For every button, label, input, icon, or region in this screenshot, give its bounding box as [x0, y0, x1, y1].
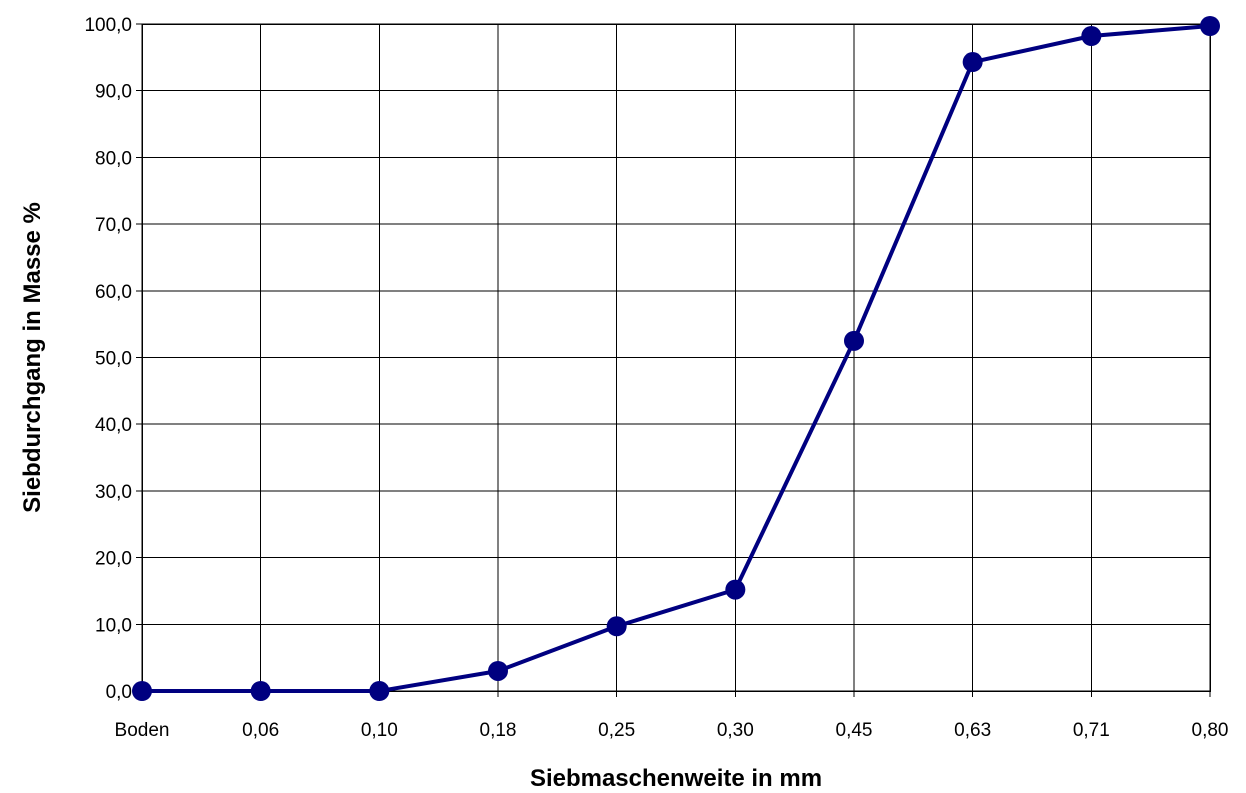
grid	[141, 23, 1211, 692]
y-tick-label: 80,0	[95, 148, 132, 169]
x-tick-label: 0,25	[598, 720, 635, 741]
y-axis-ticks: 0,0 10,0 20,0 30,0 40,0 50,0 60,0 70,0 80,0 90,0 1…	[84, 15, 142, 703]
data-point	[1200, 16, 1220, 37]
data-point	[725, 579, 746, 600]
x-tick-label: 0,06	[242, 720, 279, 741]
data-point	[962, 52, 983, 73]
data-point	[369, 681, 390, 701]
x-tick-label: 0,30	[717, 720, 754, 741]
y-tick-label: 0,0	[106, 682, 132, 703]
x-axis-ticks: Boden 0,06 0,10 0,18 0,25 0,30 0,45 0,63 0,71 0,8…	[115, 691, 1229, 741]
y-tick-label: 20,0	[95, 549, 132, 570]
data-point	[1081, 26, 1102, 47]
y-tick-label: 70,0	[95, 215, 132, 236]
data-point	[844, 330, 864, 351]
x-tick-label: Boden	[115, 720, 170, 741]
data-point	[132, 681, 152, 701]
y-tick-label: 40,0	[95, 415, 132, 436]
x-tick-label: 0,63	[954, 720, 991, 741]
x-tick-label: 0,45	[836, 720, 873, 741]
x-tick-label: 0,10	[361, 720, 398, 741]
y-tick-label: 10,0	[95, 615, 132, 636]
y-tick-label: 100,0	[84, 15, 132, 36]
data-point	[488, 660, 508, 681]
x-axis-title: Siebmaschenweite in mm	[530, 765, 822, 792]
y-tick-label: 90,0	[95, 82, 132, 103]
x-tick-label: 0,80	[1192, 720, 1229, 741]
data-point	[250, 681, 271, 701]
y-tick-label: 60,0	[95, 282, 132, 303]
x-tick-label: 0,71	[1073, 720, 1110, 741]
data-point	[606, 616, 627, 637]
y-tick-label: 50,0	[95, 349, 132, 370]
y-tick-label: 30,0	[95, 482, 132, 503]
series-line	[142, 24, 1211, 693]
x-tick-label: 0,18	[480, 720, 517, 741]
data-series	[132, 16, 1220, 701]
y-axis-title: Siebdurchgang in Masse %	[19, 202, 46, 513]
